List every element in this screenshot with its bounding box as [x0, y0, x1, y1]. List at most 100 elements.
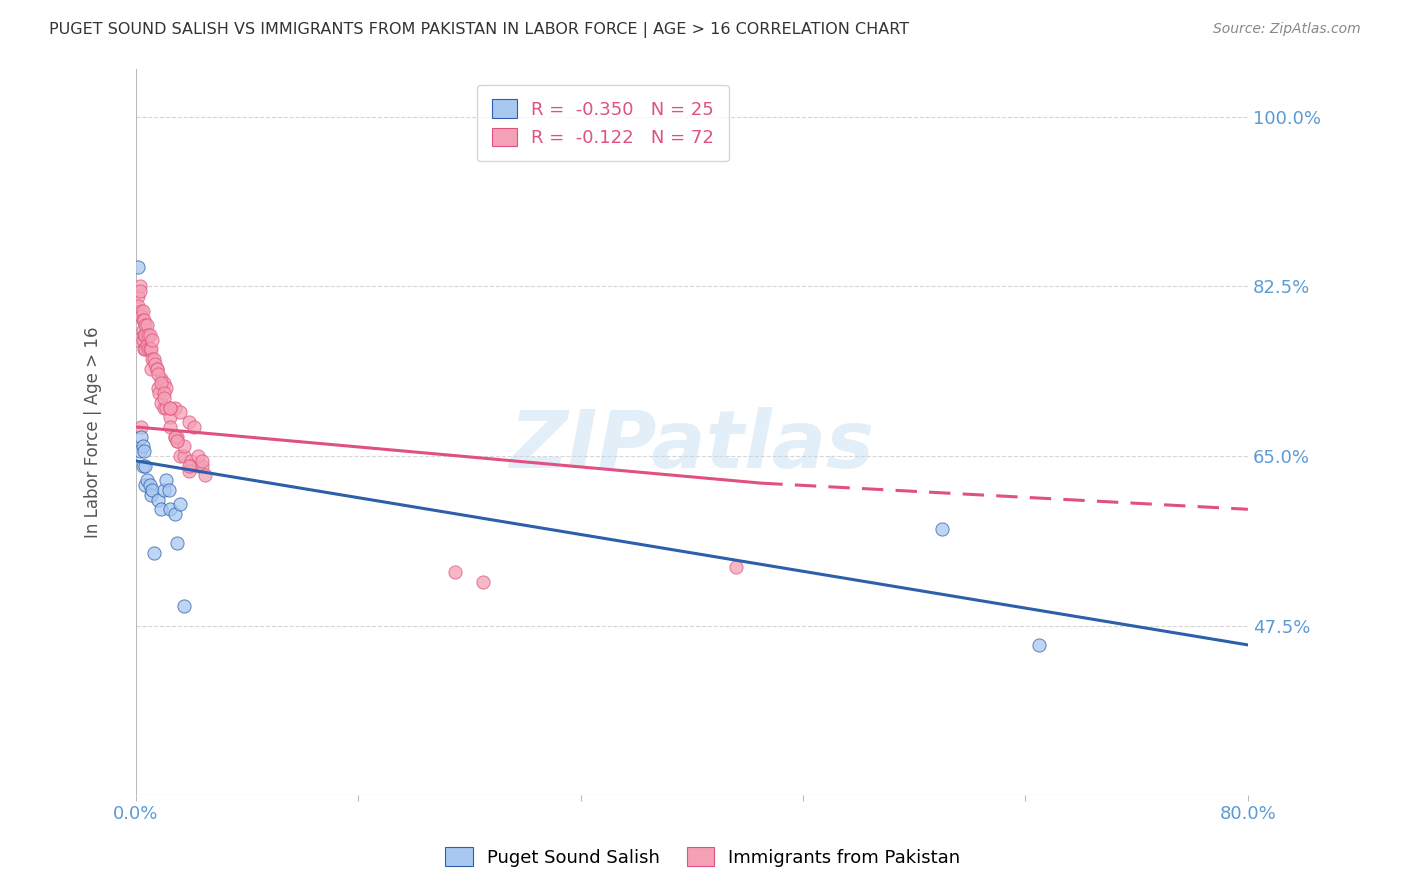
Point: [134, 343, 156, 357]
Legend: Puget Sound Salish, Immigrants from Pakistan: Puget Sound Salish, Immigrants from Paki…: [439, 840, 967, 874]
Point: [169, 405, 191, 419]
Point: [191, 458, 214, 473]
Text: In Labor Force | Age > 16: In Labor Force | Age > 16: [84, 326, 103, 538]
Point: [149, 502, 172, 516]
Point: [132, 444, 155, 458]
Point: [136, 343, 159, 357]
Point: [128, 285, 150, 299]
Point: [155, 473, 177, 487]
Point: [173, 439, 195, 453]
Point: [131, 439, 153, 453]
Point: [931, 522, 953, 536]
Point: [127, 289, 149, 303]
Point: [138, 343, 160, 357]
Point: [191, 454, 214, 468]
Point: [127, 260, 149, 274]
Point: [134, 327, 156, 342]
Point: [132, 313, 155, 327]
Point: [129, 309, 152, 323]
Point: [138, 478, 160, 492]
Point: [159, 410, 181, 425]
Text: ZIPatlas: ZIPatlas: [509, 408, 875, 485]
Point: [177, 458, 200, 473]
Point: [444, 566, 467, 580]
Point: [159, 502, 181, 516]
Point: [136, 327, 159, 342]
Point: [146, 381, 169, 395]
Point: [180, 458, 202, 473]
Text: Source: ZipAtlas.com: Source: ZipAtlas.com: [1213, 22, 1361, 37]
Point: [166, 536, 188, 550]
Point: [187, 458, 209, 473]
Point: [157, 483, 180, 497]
Point: [134, 478, 156, 492]
Point: [142, 352, 165, 367]
Point: [183, 420, 205, 434]
Point: [134, 458, 156, 473]
Point: [138, 327, 160, 342]
Point: [194, 468, 217, 483]
Point: [152, 401, 174, 415]
Point: [145, 361, 167, 376]
Point: [139, 361, 162, 376]
Point: [139, 488, 162, 502]
Point: [135, 337, 157, 351]
Point: [725, 560, 748, 574]
Point: [149, 371, 172, 385]
Point: [129, 430, 152, 444]
Point: [163, 401, 186, 415]
Point: [472, 574, 495, 589]
Point: [142, 546, 165, 560]
Point: [131, 313, 153, 327]
Point: [163, 430, 186, 444]
Point: [173, 599, 195, 614]
Point: [146, 367, 169, 381]
Text: PUGET SOUND SALISH VS IMMIGRANTS FROM PAKISTAN IN LABOR FORCE | AGE > 16 CORRELA: PUGET SOUND SALISH VS IMMIGRANTS FROM PA…: [49, 22, 910, 38]
Point: [169, 498, 191, 512]
Point: [135, 473, 157, 487]
Point: [166, 434, 188, 449]
Point: [159, 401, 181, 415]
Point: [163, 430, 186, 444]
Point: [141, 333, 163, 347]
Point: [139, 343, 162, 357]
Point: [143, 357, 166, 371]
Point: [152, 376, 174, 391]
Point: [131, 458, 153, 473]
Point: [148, 386, 170, 401]
Legend: R =  -0.350   N = 25, R =  -0.122   N = 72: R = -0.350 N = 25, R = -0.122 N = 72: [477, 85, 728, 161]
Point: [134, 318, 156, 333]
Point: [128, 279, 150, 293]
Point: [155, 381, 177, 395]
Point: [127, 299, 149, 313]
Point: [149, 395, 172, 409]
Point: [180, 454, 202, 468]
Point: [129, 420, 152, 434]
Point: [131, 333, 153, 347]
Point: [166, 430, 188, 444]
Point: [135, 318, 157, 333]
Point: [159, 401, 181, 415]
Point: [141, 352, 163, 367]
Point: [177, 464, 200, 478]
Point: [152, 483, 174, 497]
Point: [129, 303, 152, 318]
Point: [149, 376, 172, 391]
Point: [131, 323, 153, 337]
Point: [127, 333, 149, 347]
Point: [132, 327, 155, 342]
Point: [131, 303, 153, 318]
Point: [177, 415, 200, 429]
Point: [132, 343, 155, 357]
Point: [146, 492, 169, 507]
Point: [169, 449, 191, 463]
Point: [152, 386, 174, 401]
Point: [141, 483, 163, 497]
Point: [159, 420, 181, 434]
Point: [128, 444, 150, 458]
Point: [166, 434, 188, 449]
Point: [155, 401, 177, 415]
Point: [173, 449, 195, 463]
Point: [187, 449, 209, 463]
Point: [152, 391, 174, 405]
